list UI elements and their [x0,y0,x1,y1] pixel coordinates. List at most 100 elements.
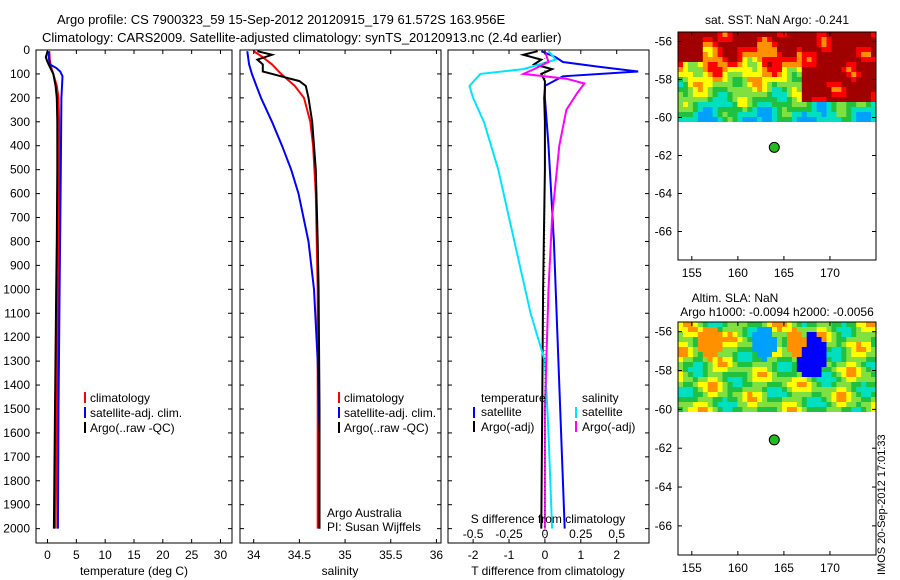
heatmap-cell [786,377,793,383]
x-tick-label: 1 [577,548,584,562]
heatmap-cell [811,37,818,43]
heatmap-cell [717,407,724,412]
heatmap-cell [841,347,847,353]
heatmap-cell [683,392,689,398]
heatmap-cell [851,347,857,353]
heatmap-cell [786,92,793,98]
heatmap-cell [826,87,832,93]
heatmap-cell [752,117,758,122]
heatmap-cell [777,32,783,38]
heatmap-cell [742,387,748,393]
heatmap-cell [712,57,719,63]
heatmap-cell [851,107,857,113]
heatmap-cell [752,377,758,383]
heatmap-cell [717,332,724,338]
heatmap-cell [697,107,704,113]
heatmap-cell [826,332,832,338]
heatmap-cell [707,82,714,88]
heatmap-cell [742,332,748,338]
heatmap-cell [856,402,862,408]
heatmap-cell [742,337,748,343]
heatmap-cell [742,407,748,412]
heatmap-cell [801,352,808,358]
heatmap-cell [846,387,852,393]
heatmap-cell [866,77,872,83]
heatmap-cell [806,397,813,403]
heatmap-cell [678,87,684,93]
heatmap-cell [692,57,699,63]
heatmap-cell [702,332,709,338]
heatmap-cell [811,397,818,403]
heatmap-cell [801,47,808,53]
heatmap-cell [821,57,827,63]
depth-tick-label: 800 [10,234,30,248]
heatmap-cell [846,107,852,113]
heatmap-cell [841,337,847,343]
heatmap-cell [707,97,714,103]
heatmap-cell [722,362,728,368]
heatmap-cell [683,402,689,408]
heatmap-cell [846,392,852,398]
heatmap-cell [777,72,783,78]
heatmap-cell [816,72,823,78]
heatmap-cell [866,322,872,328]
heatmap-cell [702,87,709,93]
heatmap-cell [806,367,813,373]
heatmap-cell [777,387,783,393]
heatmap-cell [767,322,773,328]
heatmap-cell [836,97,842,103]
heatmap-cell [692,407,699,412]
heatmap-cell [687,327,694,333]
heatmap-cell [811,357,818,363]
heatmap-cell [767,332,773,338]
heatmap-cell [737,82,743,88]
heatmap-cell [747,112,753,118]
heatmap-cell [777,107,783,113]
heatmap-cell [806,62,813,68]
heatmap-cell [831,327,837,333]
heatmap-cell [767,82,773,88]
heatmap-cell [722,322,728,328]
heatmap-cell [747,87,753,93]
difference-series [468,50,639,543]
heatmap-cell [851,387,857,393]
heatmap-cell [791,97,798,103]
heatmap-cell [692,107,699,113]
heatmap-cell [782,372,788,378]
heatmap-cell [737,397,743,403]
heatmap-cell [786,117,793,122]
heatmap-cell [757,392,763,398]
heatmap-cell [841,32,847,38]
heatmap-cell [732,97,738,103]
heatmap-cell [722,97,728,103]
heatmap-cell [742,82,748,88]
heatmap-cell [767,362,773,368]
heatmap-cell [747,327,753,333]
heatmap-cell [762,92,768,98]
heatmap-cell [762,102,768,108]
heatmap-cell [831,37,837,43]
heatmap-cell [678,82,684,88]
heatmap-cell [757,102,763,108]
heatmap-cell [727,332,733,338]
heatmap-cell [816,102,823,108]
heatmap-cell [747,342,753,348]
heatmap-cell [692,52,699,58]
heatmap-cell [737,347,743,353]
heatmap-cell [722,402,728,408]
heatmap-cell [866,402,872,408]
heatmap-cell [846,82,852,88]
heatmap-cell [821,47,827,53]
legend-label-s-argo: Argo(-adj) [582,420,635,434]
heatmap-cell [796,347,803,353]
heatmap-cell [683,102,689,108]
heatmap-cell [811,327,818,333]
heatmap-cell [727,357,733,363]
heatmap-cell [871,52,876,58]
heatmap-cell [831,52,837,58]
heatmap-cell [752,42,758,48]
heatmap-cell [831,387,837,393]
heatmap-cell [831,397,837,403]
